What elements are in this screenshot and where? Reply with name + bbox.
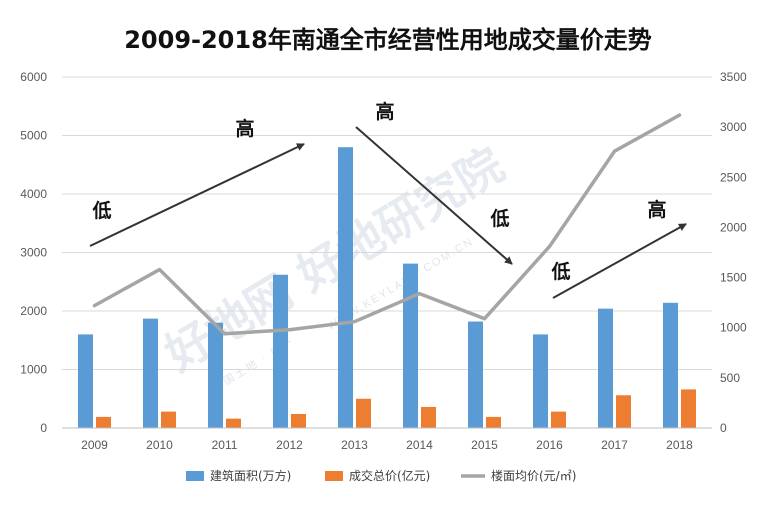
trend-label: 高	[647, 198, 666, 221]
bar-total-price	[421, 406, 436, 428]
bar-total-price	[681, 389, 696, 428]
bar-building-area	[598, 308, 613, 428]
line-series	[92, 113, 682, 336]
right-tick-label: 3500	[720, 70, 747, 84]
left-tick-label: 6000	[20, 70, 47, 84]
line-avg-floor-price	[92, 113, 682, 336]
legend-label: 楼面均价(元/㎡)	[491, 468, 576, 483]
x-tick-label: 2010	[146, 438, 173, 452]
bar-building-area	[533, 334, 548, 428]
bars	[78, 147, 696, 428]
right-tick-label: 2500	[720, 170, 747, 184]
right-tick-label: 2000	[720, 220, 747, 234]
bar-building-area	[338, 147, 353, 428]
right-tick-label: 0	[720, 421, 727, 435]
left-tick-label: 1000	[20, 363, 47, 377]
right-tick-label: 3000	[720, 120, 747, 134]
right-tick-label: 1000	[720, 321, 747, 335]
right-tick-label: 1500	[720, 271, 747, 285]
left-tick-label: 2000	[20, 304, 47, 318]
x-tick-label: 2018	[666, 438, 693, 452]
legend: 建筑面积(万方) 成交总价(亿元) 楼面均价(元/㎡)	[186, 468, 576, 483]
bar-building-area	[273, 274, 288, 428]
trend-label: 高	[375, 100, 394, 123]
bar-building-area	[78, 334, 93, 428]
bar-building-area	[468, 321, 483, 428]
left-tick-label: 4000	[20, 187, 47, 201]
trend-arrow	[89, 143, 305, 247]
x-tick-label: 2017	[601, 438, 628, 452]
x-tick-label: 2016	[536, 438, 563, 452]
chart-title: 2009-2018年南通全市经营性用地成交量价走势	[124, 26, 652, 54]
bar-total-price	[96, 416, 111, 428]
trend-label: 高	[235, 117, 254, 140]
bar-building-area	[208, 322, 223, 428]
left-tick-label: 3000	[20, 246, 47, 260]
bar-building-area	[143, 318, 158, 428]
bar-building-area	[663, 302, 678, 428]
x-axis: 2009 2010 2011 2012 2013 2014 2015 2016 2017 2018	[62, 427, 712, 452]
left-tick-label: 5000	[20, 129, 47, 143]
legend-label: 成交总价(亿元)	[349, 468, 430, 483]
x-tick-label: 2011	[212, 438, 238, 452]
bar-building-area	[403, 263, 418, 428]
x-tick-label: 2014	[406, 438, 433, 452]
legend-swatch	[186, 471, 204, 481]
x-tick-label: 2015	[471, 438, 498, 452]
bar-total-price	[486, 416, 501, 428]
bar-total-price	[551, 411, 566, 428]
bar-total-price	[226, 418, 241, 428]
x-tick-label: 2013	[341, 438, 368, 452]
legend-swatch	[325, 471, 343, 481]
left-axis: 0 1000 2000 3000 4000 5000 6000	[20, 70, 47, 435]
x-tick-label: 2009	[81, 438, 108, 452]
right-axis: 0 500 1000 1500 2000 2500 3000 3500	[720, 70, 747, 435]
trend-label: 低	[489, 207, 509, 230]
left-tick-label: 0	[40, 421, 47, 435]
bar-total-price	[616, 395, 631, 428]
bar-total-price	[291, 413, 306, 428]
legend-label: 建筑面积(万方)	[210, 468, 291, 483]
trend-arrow	[355, 126, 513, 265]
bar-total-price	[356, 398, 371, 428]
trend-arrow	[552, 223, 687, 299]
right-tick-label: 500	[720, 371, 740, 385]
bar-total-price	[161, 411, 176, 428]
x-tick-label: 2012	[276, 438, 303, 452]
trend-label: 低	[91, 199, 111, 222]
trend-label: 低	[550, 260, 570, 283]
